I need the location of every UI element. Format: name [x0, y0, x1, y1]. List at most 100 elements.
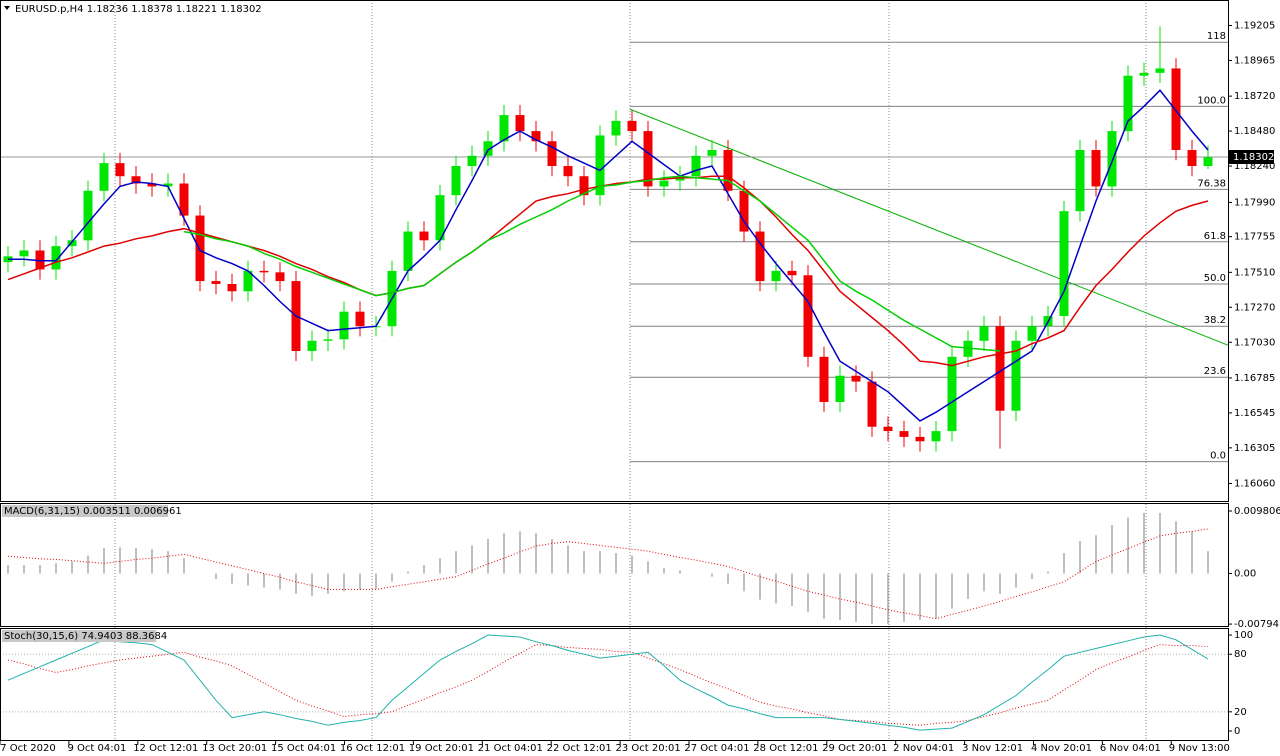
stoch-frame: [0, 628, 1229, 741]
candle-body: [19, 250, 29, 257]
fib-label: 50.0: [1204, 273, 1226, 284]
stoch-signal: [7, 644, 1209, 726]
plot-layer: 1.19205 1.18965 1.18720 1.18480 1.18240 1.179…: [0, 20, 1280, 754]
fib-label: 76.38: [1197, 178, 1226, 189]
candle-body: [403, 231, 413, 271]
y-tick-label: 1.19205: [1234, 20, 1275, 31]
candle-body: [307, 340, 317, 351]
main-frame: [0, 0, 1229, 502]
candle-body: [691, 155, 701, 177]
current-price-box: [1228, 149, 1274, 164]
fib-label: 38.2: [1204, 315, 1226, 326]
y-tick-label: 0.00: [1234, 568, 1256, 579]
x-tick-label: 9 Oct 04:01: [67, 743, 126, 754]
candle-body: [867, 381, 877, 427]
candle-body: [1027, 326, 1037, 341]
candle-body: [1139, 72, 1149, 76]
candle-body: [739, 190, 749, 232]
candle-body: [899, 431, 909, 437]
candle-body: [1011, 340, 1021, 411]
candle-body: [819, 356, 829, 402]
y-tick-label: 1.18480: [1234, 126, 1275, 137]
candle-body: [883, 426, 893, 432]
candle-body: [243, 270, 253, 292]
y-tick-label: 1.18720: [1234, 91, 1275, 102]
y-tick-label: 100: [1234, 630, 1253, 641]
candle-body: [1123, 75, 1133, 132]
candle-body: [1203, 157, 1213, 167]
x-tick-label: 23 Oct 20:01: [615, 743, 680, 754]
candle-body: [227, 283, 237, 292]
y-tick-label: -0.007941: [1234, 619, 1280, 630]
x-tick-label: 27 Oct 04:01: [684, 743, 749, 754]
candle-body: [835, 375, 845, 402]
candle-body: [611, 120, 621, 136]
indicator-header-bg: [2, 505, 168, 517]
menu-arrow[interactable]: [4, 6, 10, 10]
y-tick-label: 1.16785: [1234, 373, 1275, 384]
candle-body: [995, 326, 1005, 411]
candle-body: [451, 166, 461, 196]
y-tick-label: 1.17270: [1234, 302, 1275, 313]
stoch-main: [7, 634, 1209, 731]
y-tick-label: 1.18240: [1234, 161, 1275, 172]
candle-body: [1075, 150, 1085, 212]
candle-body: [515, 115, 525, 132]
trendline: [629, 108, 1229, 346]
candle-body: [547, 141, 557, 167]
y-tick-label: 1.17510: [1234, 267, 1275, 278]
candle-body: [595, 135, 605, 196]
candle-body: [147, 183, 157, 187]
candle-body: [979, 326, 989, 341]
fib-label: 0.0: [1210, 451, 1226, 462]
candle-body: [931, 431, 941, 442]
x-tick-label: 21 Oct 04:01: [478, 743, 543, 754]
candle-body: [1091, 150, 1101, 187]
candle-body: [355, 311, 365, 327]
candle-body: [643, 131, 653, 187]
candle-body: [435, 195, 445, 241]
x-tick-label: 9 Nov 13:00: [1169, 743, 1230, 754]
x-tick-label: 12 Oct 12:01: [133, 743, 198, 754]
candle-body: [115, 163, 125, 177]
candle-body: [1059, 211, 1069, 317]
candle-body: [915, 436, 925, 442]
y-tick-label: 0: [1234, 726, 1240, 737]
moving-average: [8, 89, 1209, 422]
x-tick-label: 28 Oct 12:01: [753, 743, 818, 754]
candle-body: [131, 176, 141, 184]
y-tick-label: 20: [1234, 707, 1247, 718]
candle-body: [179, 183, 189, 216]
macd-signal: [7, 528, 1209, 620]
x-tick-label: 2 Nov 04:01: [893, 743, 954, 754]
candle-body: [851, 375, 861, 382]
candle-body: [83, 190, 93, 241]
candle-body: [483, 141, 493, 156]
candle-body: [1187, 150, 1197, 167]
x-tick-label: 22 Oct 12:01: [547, 743, 612, 754]
y-tick-label: 0.009806: [1234, 506, 1280, 517]
candle-body: [339, 311, 349, 340]
x-tick-label: 7 Oct 2020: [0, 743, 55, 754]
candle-body: [275, 272, 285, 282]
y-tick-label: 1.17030: [1234, 337, 1275, 348]
indicator-header: Stoch(30,15,6) 74.9403 88.3684: [4, 631, 167, 642]
candle-body: [947, 356, 957, 432]
candle-body: [419, 231, 429, 241]
y-tick-label: 1.16545: [1234, 408, 1275, 419]
candle-body: [771, 270, 781, 282]
indicator-header-bg: [2, 630, 156, 642]
x-tick-label: 29 Oct 20:01: [822, 743, 887, 754]
frames: [0, 0, 1229, 741]
fib-label: 61.8: [1204, 231, 1226, 242]
y-tick-label: 1.16060: [1234, 479, 1275, 490]
moving-average: [183, 175, 1001, 352]
candle-body: [467, 155, 477, 167]
indicator-header: MACD(6,31,15) 0.003511 0.006961: [4, 506, 182, 517]
candle-body: [323, 339, 333, 341]
candle-body: [1107, 131, 1117, 187]
candle-body: [627, 120, 637, 132]
x-tick-label: 16 Oct 12:01: [340, 743, 405, 754]
candle-body: [707, 150, 717, 156]
